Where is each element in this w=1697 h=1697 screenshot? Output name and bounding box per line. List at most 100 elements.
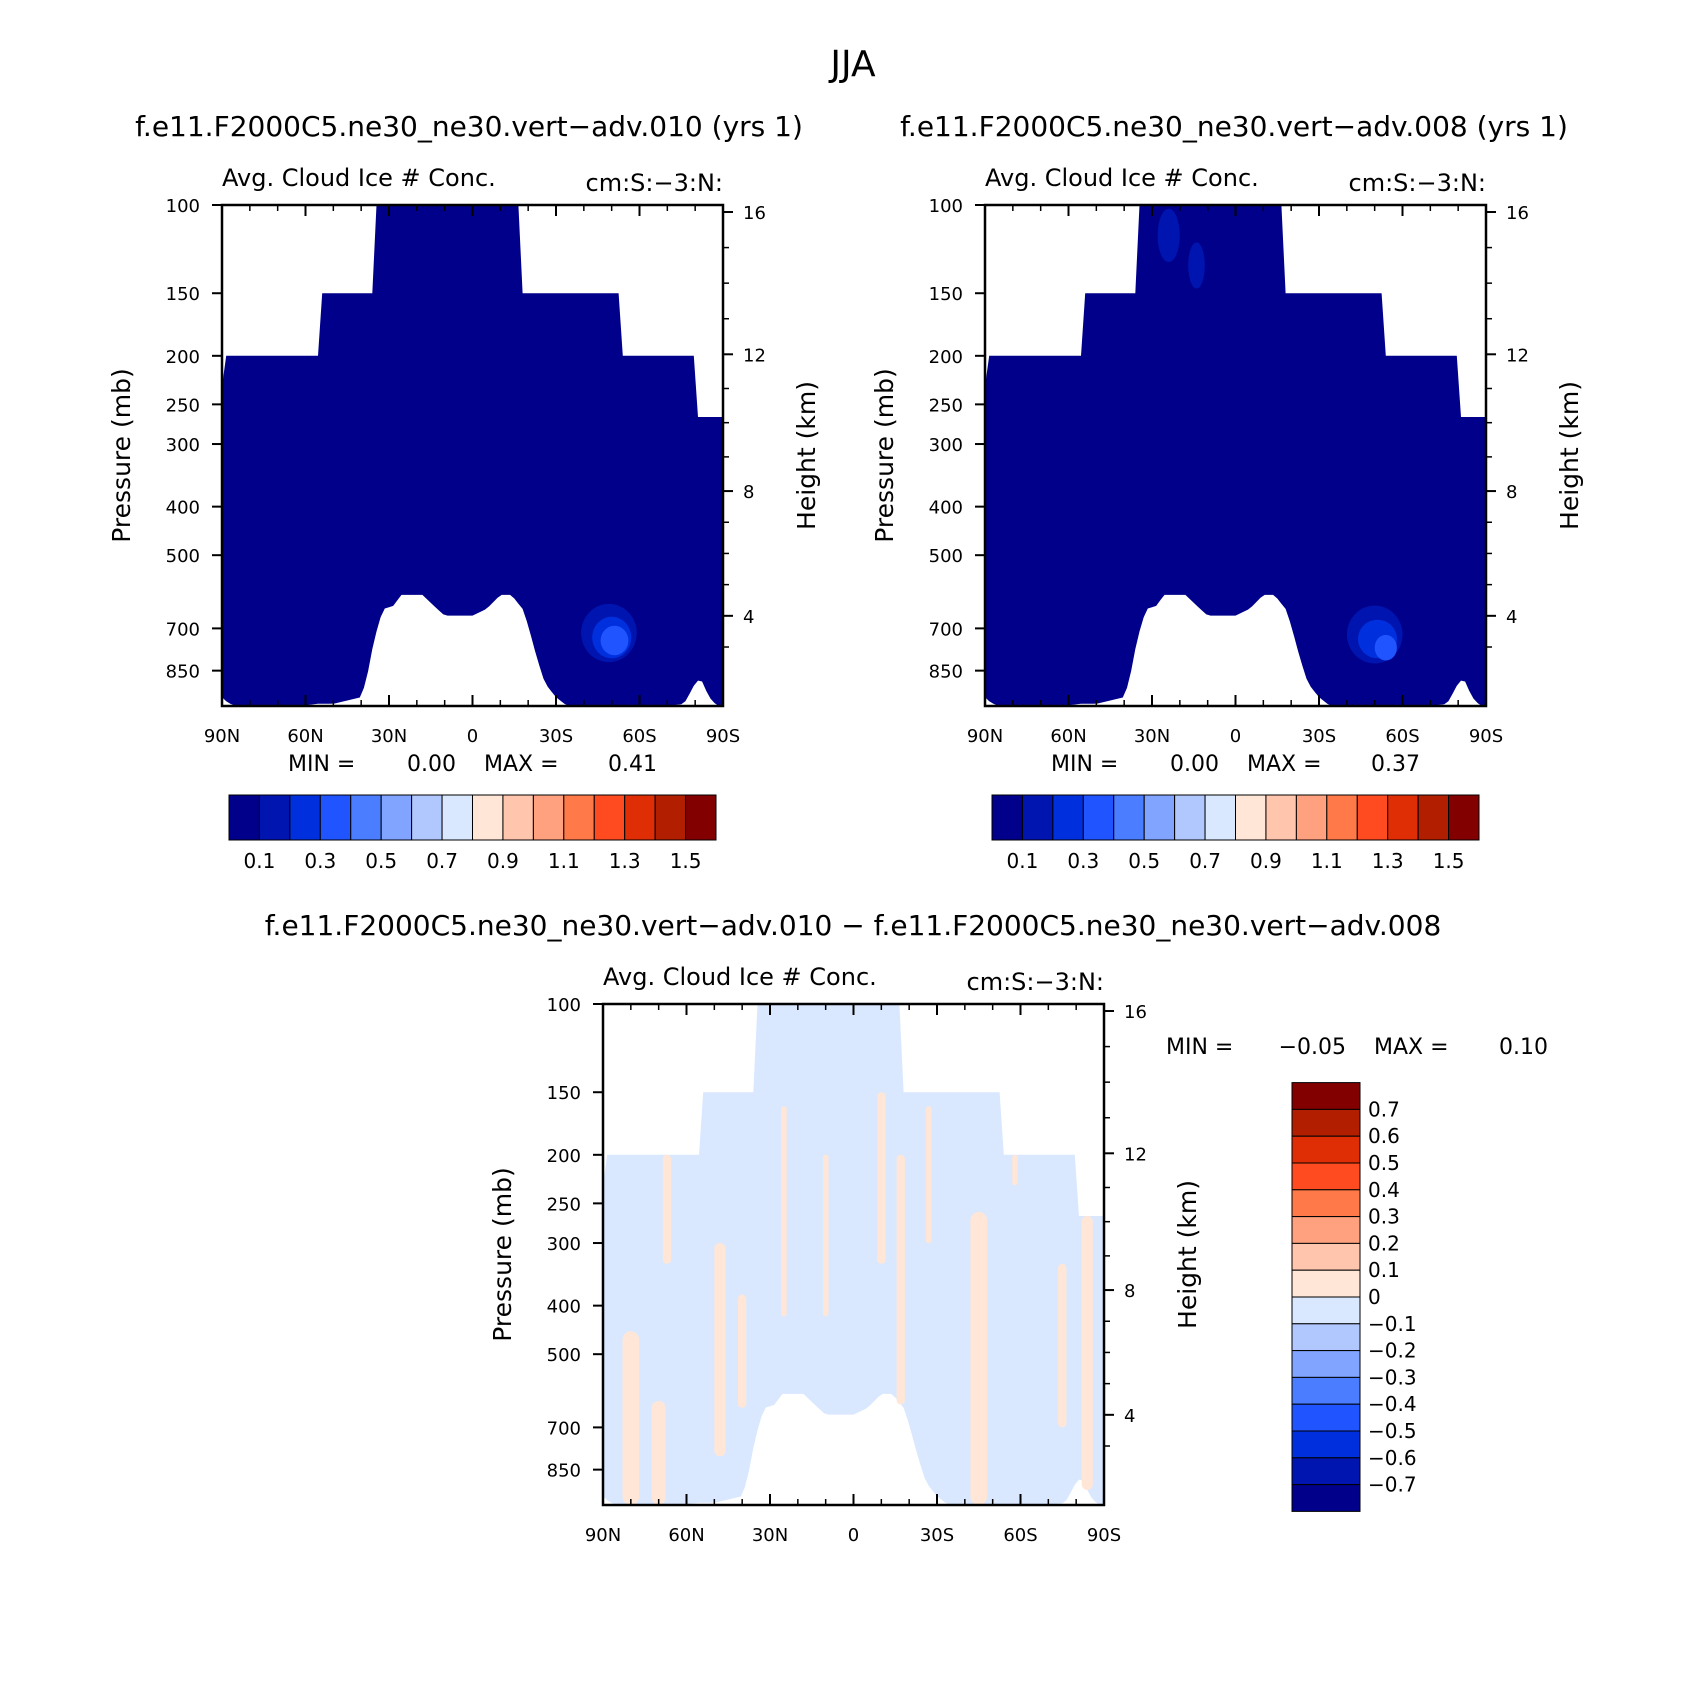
max-label: MAX = xyxy=(484,752,559,777)
colorbar-label: 0.6 xyxy=(1368,1124,1400,1148)
y2-axis-label: Height (km) xyxy=(792,381,821,530)
x-tick-label: 60S xyxy=(1385,726,1419,747)
colorbar-box xyxy=(654,794,687,841)
contour-positive-11 xyxy=(1012,1154,1018,1186)
colorbar: 0.7 0.6 0.5 0.4 0.30.2 0.1 0 −0.1 −0.2−0.3 −0.4 −0… xyxy=(1291,1082,1417,1512)
y-tick-label: 700 xyxy=(547,1418,581,1439)
y-tick-label: 200 xyxy=(547,1146,581,1167)
x-tick-label: 60S xyxy=(622,726,656,747)
figure-title: JJA xyxy=(828,44,876,85)
colorbar-label: 0.5 xyxy=(1128,849,1160,873)
min-label: MIN = xyxy=(1051,752,1118,777)
y-tick-label: 700 xyxy=(929,619,963,640)
y-tick-label: 200 xyxy=(929,347,963,368)
colorbar-box xyxy=(1291,1082,1361,1110)
x-tick-label: 30S xyxy=(1302,726,1336,747)
plot-area xyxy=(603,1004,1104,1505)
y2-axis-label: Height (km) xyxy=(1555,381,1584,530)
panel-left: 90N 60N 30N 0 30S 60S 90S 100 150 200 250 300 400 500… xyxy=(107,164,821,873)
contour-positive-2 xyxy=(651,1401,666,1505)
colorbar-label: 0.3 xyxy=(304,849,336,873)
panel-diff: 90N 60N 30N 0 30S 60S 90S 100 150 200 250 300 400 500… xyxy=(488,963,1548,1546)
colorbar-label: 0.3 xyxy=(1368,1205,1400,1229)
contour-level-1-3 xyxy=(1157,208,1180,262)
x-tick-label: 60N xyxy=(668,1525,704,1546)
colorbar-box xyxy=(1291,1162,1361,1191)
min-label: MIN = xyxy=(1166,1035,1233,1060)
colorbar-label: 0.5 xyxy=(1368,1151,1400,1175)
colorbar-label: 1.1 xyxy=(1311,849,1343,873)
plot-area xyxy=(222,205,723,706)
y-tick-label: 250 xyxy=(929,395,963,416)
data-field xyxy=(985,205,1486,706)
colorbar-box xyxy=(1235,794,1267,841)
max-value: 0.10 xyxy=(1499,1035,1548,1060)
y2-tick-label: 12 xyxy=(743,345,766,366)
y-tick-label: 700 xyxy=(166,619,200,640)
colorbar: 0.1 0.3 0.5 0.7 0.9 1.1 1.3 1.5 xyxy=(991,794,1480,873)
y-tick-label: 150 xyxy=(547,1083,581,1104)
colorbar-label: 0.7 xyxy=(426,849,458,873)
colorbar-label: 0.7 xyxy=(1368,1097,1400,1121)
x-tick-label: 30N xyxy=(1134,726,1170,747)
colorbar-box xyxy=(1113,794,1145,841)
panel-title: Avg. Cloud Ice # Conc. xyxy=(985,164,1259,192)
y2-tick-label: 4 xyxy=(1506,607,1517,628)
data-field-negative xyxy=(603,1004,1104,1505)
colorbar-label: 0.3 xyxy=(1067,849,1099,873)
y2-tick-label: 8 xyxy=(1124,1281,1135,1302)
colorbar: 0.1 0.3 0.5 0.7 0.9 1.1 1.3 1.5 xyxy=(228,794,717,873)
y-tick-label: 850 xyxy=(929,662,963,683)
colorbar-label: 1.3 xyxy=(1372,849,1404,873)
colorbar-box xyxy=(1291,1376,1361,1405)
colorbar-box xyxy=(1356,794,1389,841)
x-tick-label: 30N xyxy=(752,1525,788,1546)
min-label: MIN = xyxy=(288,752,355,777)
colorbar-box xyxy=(411,794,443,841)
colorbar-box xyxy=(1291,1269,1361,1298)
x-tick-label: 60N xyxy=(1050,726,1086,747)
colorbar-box xyxy=(1291,1296,1361,1325)
contour-positive-8 xyxy=(896,1154,905,1405)
x-tick-label: 0 xyxy=(848,1525,859,1546)
y2-tick-label: 8 xyxy=(1506,482,1517,503)
contour-positive-13 xyxy=(1081,1216,1093,1490)
y-tick-label: 200 xyxy=(166,347,200,368)
min-value: −0.05 xyxy=(1279,1035,1346,1060)
colorbar-label: 0.2 xyxy=(1368,1231,1400,1255)
colorbar-label: −0.3 xyxy=(1368,1365,1417,1389)
colorbar-box xyxy=(624,794,656,841)
y2-tick-label: 16 xyxy=(1124,1002,1147,1023)
colorbar-label: −0.6 xyxy=(1368,1446,1417,1470)
colorbar-box xyxy=(319,794,352,841)
y-tick-label: 500 xyxy=(547,1345,581,1366)
panel-title: Avg. Cloud Ice # Conc. xyxy=(222,164,496,192)
colorbar-box xyxy=(532,794,565,841)
contour-positive-3 xyxy=(714,1243,726,1457)
y-axis-label: Pressure (mb) xyxy=(488,1167,517,1341)
y-axis-label: Pressure (mb) xyxy=(870,368,899,542)
x-tick-label: 30N xyxy=(371,726,407,747)
min-value: 0.00 xyxy=(1170,752,1219,777)
y2-tick-label: 4 xyxy=(1124,1406,1135,1427)
colorbar-label: 0.7 xyxy=(1189,849,1221,873)
colorbar-box xyxy=(1291,1108,1361,1137)
colorbar-box xyxy=(1021,794,1054,841)
contour-positive-0 xyxy=(662,1154,672,1264)
colorbar-box xyxy=(1052,794,1084,841)
colorbar-box xyxy=(1204,794,1237,841)
contour-positive-6 xyxy=(822,1154,829,1317)
x-tick-label: 0 xyxy=(1230,726,1241,747)
contour-level-3-2 xyxy=(1374,634,1397,661)
y-tick-label: 400 xyxy=(547,1297,581,1318)
colorbar-box xyxy=(1291,1135,1361,1164)
colorbar-box xyxy=(1265,794,1297,841)
y2-tick-label: 12 xyxy=(1506,345,1529,366)
contour-positive-4 xyxy=(738,1294,747,1408)
y2-tick-label: 8 xyxy=(743,482,754,503)
x-tick-label: 60S xyxy=(1003,1525,1037,1546)
x-tick-label: 90N xyxy=(204,726,240,747)
x-tick-label: 90N xyxy=(585,1525,621,1546)
case-title-left: f.e11.F2000C5.ne30_ne30.vert−adv.010 (yr… xyxy=(135,110,803,143)
